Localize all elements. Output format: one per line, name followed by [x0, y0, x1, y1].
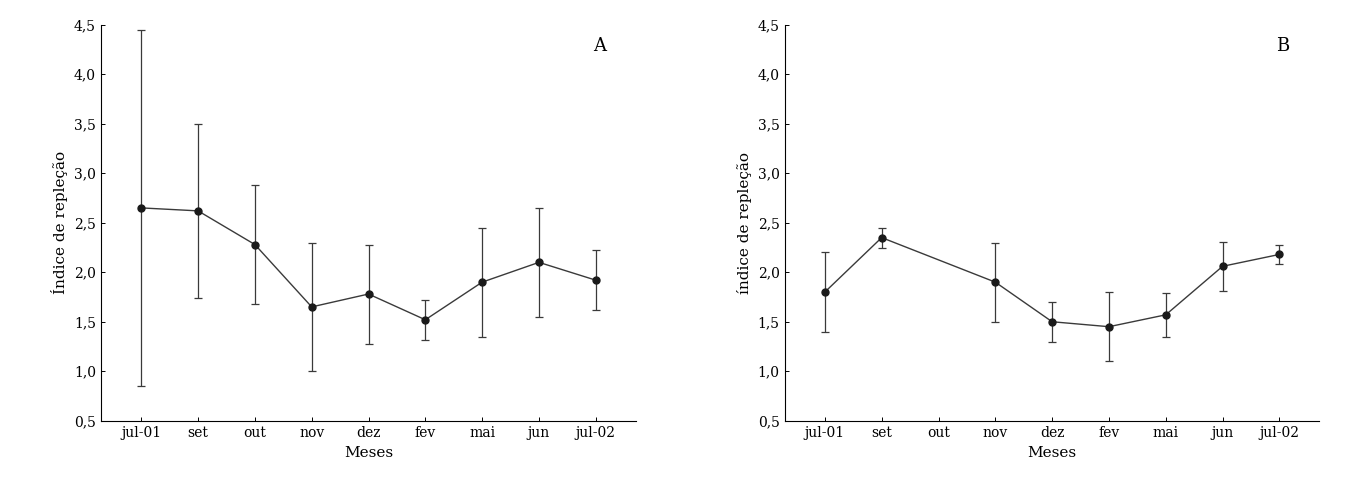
Text: B: B	[1276, 37, 1289, 54]
Y-axis label: Índice de repleção: Índice de repleção	[51, 151, 69, 295]
Y-axis label: índice de repleção: índice de repleção	[737, 152, 752, 294]
X-axis label: Meses: Meses	[1027, 446, 1077, 460]
X-axis label: Meses: Meses	[344, 446, 394, 460]
Text: A: A	[593, 37, 606, 54]
